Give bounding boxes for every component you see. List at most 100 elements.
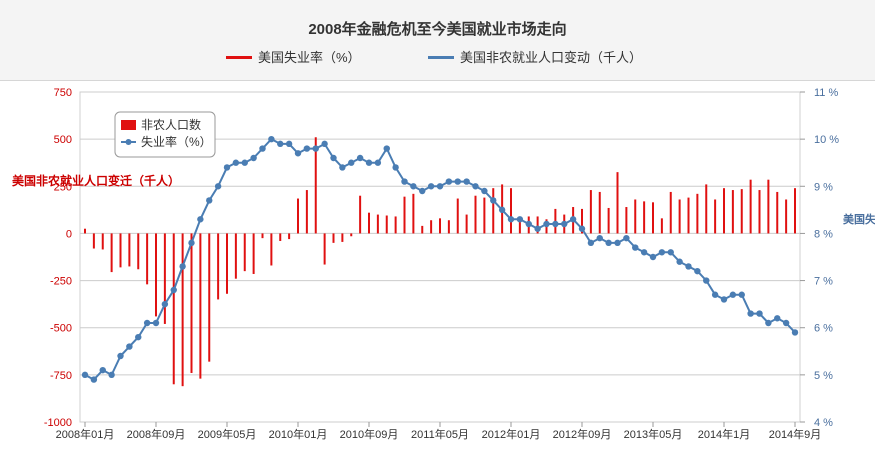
inner-legend[interactable]: 非农人口数 失业率（%） xyxy=(114,111,216,158)
line-point xyxy=(356,154,364,162)
line-point xyxy=(472,183,479,190)
bar xyxy=(226,233,228,294)
line-point xyxy=(81,371,89,379)
bar xyxy=(314,137,317,234)
line-point xyxy=(232,159,240,166)
line-point xyxy=(738,291,745,298)
right-tick-label: 11 % xyxy=(814,87,838,99)
left-tick-label: -250 xyxy=(50,276,72,288)
line-point xyxy=(223,164,231,171)
line-point xyxy=(703,277,710,284)
bar xyxy=(261,233,264,239)
line-point xyxy=(436,183,444,190)
inner-legend-line-label: 失业率（%） xyxy=(141,134,212,149)
line-point xyxy=(658,249,666,256)
bar xyxy=(785,199,788,234)
line-point xyxy=(543,220,550,228)
line-point xyxy=(498,206,506,214)
right-axis-title: 美国失业率 xyxy=(843,212,875,226)
line-point xyxy=(516,216,524,223)
line-point xyxy=(285,140,293,148)
bar xyxy=(385,215,388,234)
bar xyxy=(705,184,708,234)
bar xyxy=(376,214,379,234)
right-tick-label: 8 % xyxy=(814,228,833,240)
bar xyxy=(518,218,521,234)
bar xyxy=(492,188,495,234)
bar xyxy=(323,233,326,265)
line-point xyxy=(259,145,266,152)
left-tick-label: -1000 xyxy=(44,417,72,429)
bar xyxy=(767,179,770,234)
bar xyxy=(643,201,646,234)
bar xyxy=(456,198,459,234)
line-point xyxy=(206,197,213,204)
bar xyxy=(510,188,512,234)
line-point xyxy=(277,140,284,148)
x-tick-label: 2013年05月 xyxy=(624,427,683,441)
bar xyxy=(270,233,273,266)
line-point xyxy=(765,319,772,327)
bar xyxy=(234,233,237,279)
left-axis-ticks: 750 500 250 0 -250 -500 -750 -1000 xyxy=(44,87,72,429)
bar xyxy=(474,195,477,234)
line-point xyxy=(427,183,435,190)
bar xyxy=(669,191,672,234)
line-point xyxy=(90,376,98,383)
line-point xyxy=(587,239,595,247)
line-point xyxy=(99,366,106,374)
line-point xyxy=(161,300,169,308)
bar xyxy=(616,172,619,234)
inner-legend-bar-swatch xyxy=(121,120,136,130)
bar xyxy=(110,233,113,273)
line-point xyxy=(649,253,657,261)
bar xyxy=(660,218,663,234)
bar xyxy=(687,197,690,234)
line-point xyxy=(747,310,754,317)
line-point xyxy=(623,234,630,242)
line-point xyxy=(694,267,701,275)
line-point xyxy=(135,333,142,341)
legend-item-payroll[interactable]: 美国非农就业人口变动（千人） xyxy=(428,47,642,66)
line-point xyxy=(268,135,275,143)
chart-title: 2008年金融危机至今美国就业市场走向 xyxy=(308,21,567,38)
bar xyxy=(394,216,397,234)
left-tick-label: 0 xyxy=(66,228,72,240)
line-point xyxy=(188,239,195,247)
line-point xyxy=(392,164,399,171)
bar xyxy=(607,207,610,234)
x-tick-label: 2014年9月 xyxy=(769,427,822,441)
bar xyxy=(101,233,104,250)
x-tick-label: 2010年01月 xyxy=(269,427,328,441)
bar xyxy=(731,190,734,234)
line-point xyxy=(445,178,453,185)
line-point xyxy=(214,183,222,190)
right-tick-label: 10 % xyxy=(814,134,839,146)
x-tick-label: 2012年09月 xyxy=(553,427,612,441)
chart-plot: 750 500 250 0 -250 -500 -750 -1000 11 % 10 % 9 % 8… xyxy=(12,87,875,441)
line-point xyxy=(561,220,568,228)
line-point xyxy=(454,178,461,185)
bar xyxy=(412,193,415,234)
line-point xyxy=(152,319,160,327)
line-point xyxy=(197,216,204,223)
line-point xyxy=(312,145,319,152)
bar xyxy=(252,233,255,274)
bar xyxy=(465,214,468,234)
legend-swatch-blue xyxy=(428,56,454,60)
bar xyxy=(439,218,441,234)
bar xyxy=(536,216,539,234)
bar-series xyxy=(84,137,796,387)
bar xyxy=(305,190,308,234)
bar xyxy=(447,220,450,234)
bar xyxy=(598,191,601,234)
x-tick-label: 2010年09月 xyxy=(340,427,399,441)
line-point xyxy=(294,150,302,157)
right-tick-label: 7 % xyxy=(814,276,833,288)
bar xyxy=(181,233,184,387)
line-point xyxy=(676,258,683,265)
line-point xyxy=(552,220,559,228)
bar xyxy=(341,233,344,242)
legend-item-unemployment[interactable]: 美国失业率（%） xyxy=(226,47,361,66)
line-point xyxy=(117,352,124,360)
